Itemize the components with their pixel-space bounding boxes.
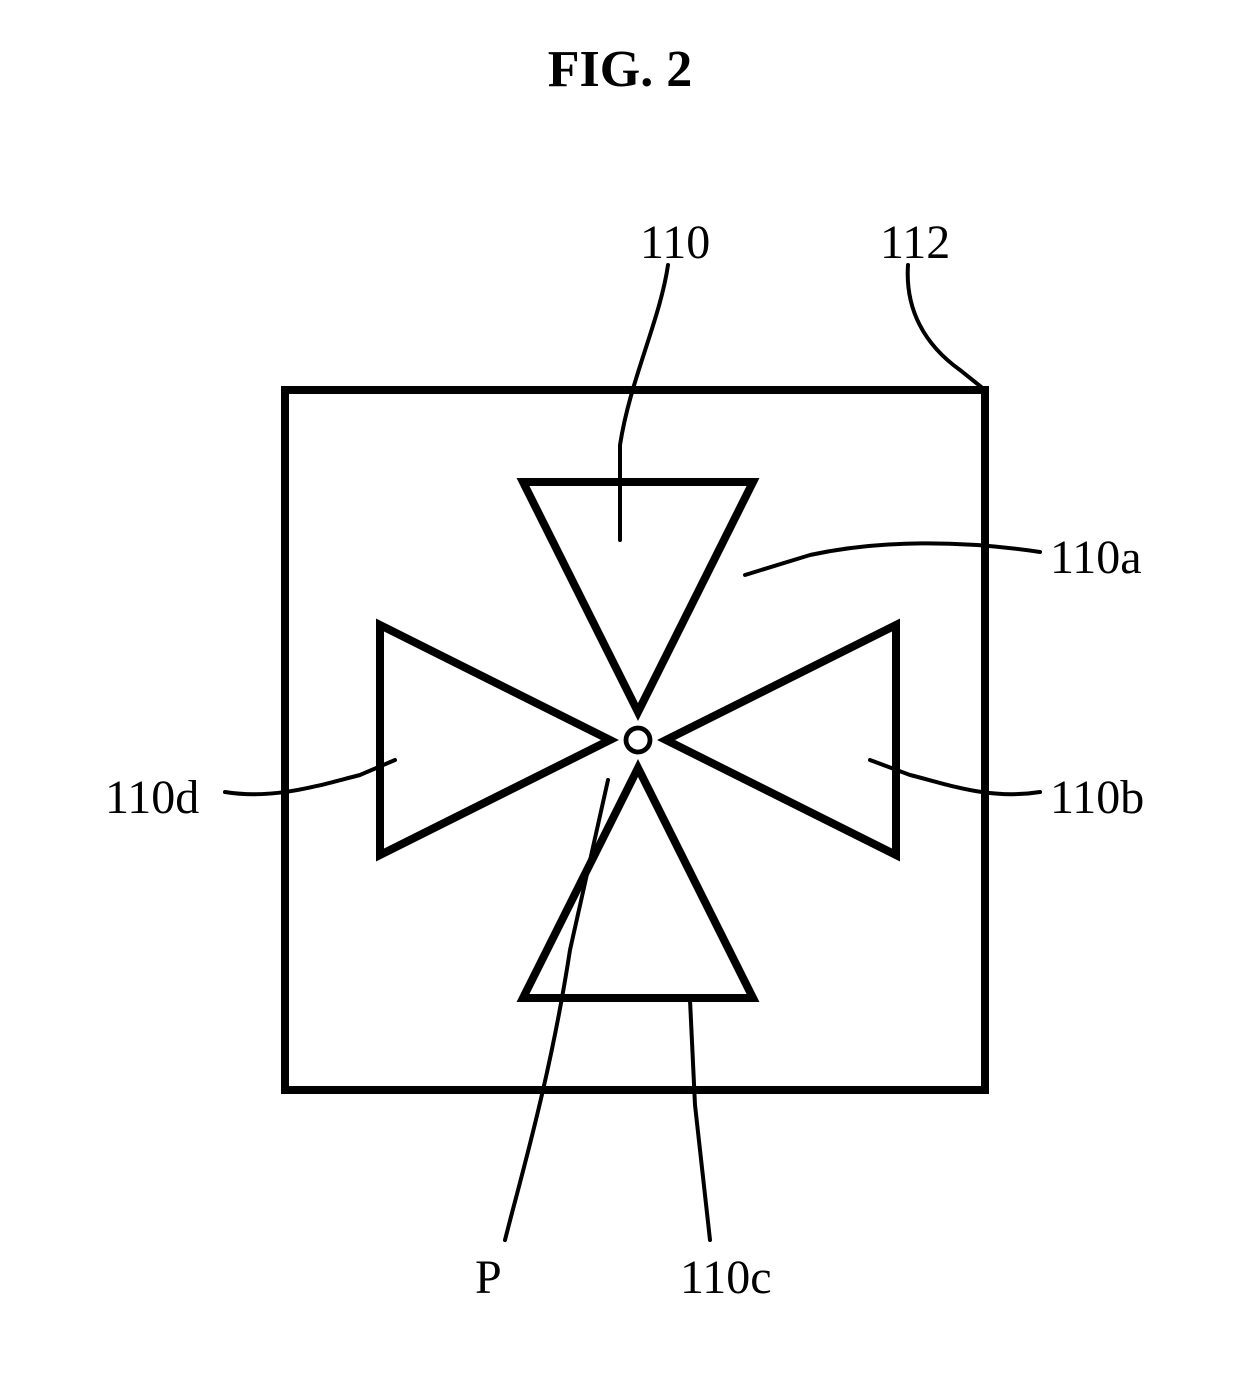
- leader-antenna: [620, 265, 668, 540]
- leader-feed-point: [505, 780, 608, 1240]
- arm-bottom: [523, 768, 753, 998]
- label-substrate: 112: [880, 215, 950, 270]
- label-arm-top: 110a: [1050, 530, 1142, 585]
- leader-arm-top: [745, 543, 1040, 575]
- leader-substrate: [908, 265, 985, 390]
- leader-arm-left: [225, 760, 395, 794]
- figure-svg: [0, 0, 1240, 1383]
- feed-point: [626, 728, 650, 752]
- label-arm-bottom: 110c: [680, 1250, 772, 1305]
- label-arm-left: 110d: [105, 770, 199, 825]
- leader-arm-bottom: [690, 1000, 710, 1240]
- arm-right: [666, 625, 896, 855]
- figure-page: FIG. 2 110 112 110a 110b 110c 110d P: [0, 0, 1240, 1383]
- label-arm-right: 110b: [1050, 770, 1144, 825]
- label-antenna: 110: [640, 215, 710, 270]
- label-feed-point: P: [475, 1250, 502, 1305]
- arm-left: [380, 625, 610, 855]
- arm-top: [523, 482, 753, 712]
